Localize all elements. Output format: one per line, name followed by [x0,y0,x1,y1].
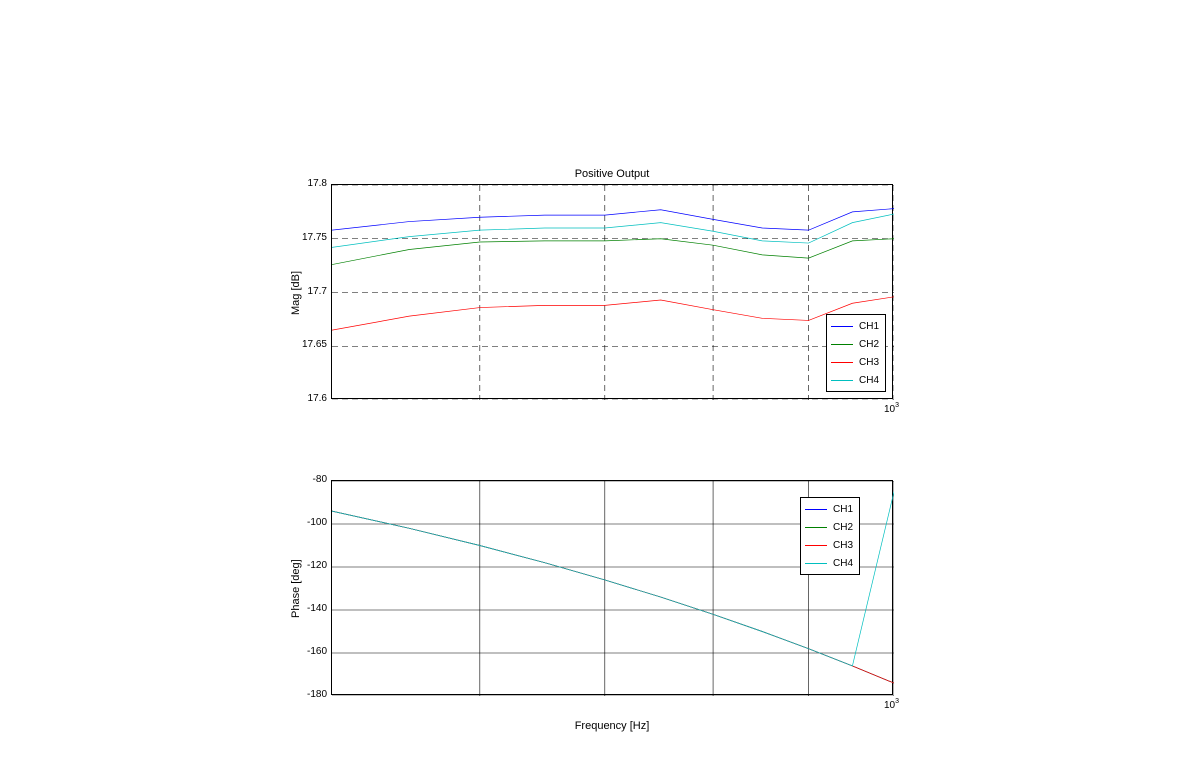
xlabel-text: Frequency [Hz] [575,720,650,732]
legend-item: CH1 [831,317,879,335]
mag-ylabel-text: Mag [dB] [290,271,302,315]
legend-item: CH2 [805,518,853,536]
figure-page: { "meta": { "figure_title": "Positive Ou… [0,0,1190,783]
legend-label: CH3 [833,540,853,551]
legend-item: CH2 [831,335,879,353]
xtick-exp: 3 [895,402,899,409]
figure-title-text: Positive Output [575,168,650,180]
legend-swatch [805,545,827,546]
legend-swatch [805,509,827,510]
ytick-label: -180 [307,689,327,700]
magnitude-svg [332,185,894,400]
mag-legend: CH1 CH2 CH3 CH4 [826,314,886,392]
phase-legend: CH1 CH2 CH3 CH4 [800,497,860,575]
xtick-base2: 10 [884,700,895,711]
ytick-label: 17.8 [308,178,327,189]
legend-swatch [831,380,853,381]
phase-xtick-label: 103 [884,700,899,711]
ytick-label: -80 [313,474,327,485]
legend-label: CH2 [833,522,853,533]
legend-item: CH4 [831,371,879,389]
legend-item: CH3 [805,536,853,554]
ytick-label: -120 [307,560,327,571]
mag-ylabel: Mag [dB] [290,271,302,315]
legend-label: CH4 [833,558,853,569]
xlabel: Frequency [Hz] [331,720,893,732]
legend-label: CH1 [859,321,879,332]
legend-label: CH4 [859,375,879,386]
ytick-label: -160 [307,646,327,657]
legend-item: CH1 [805,500,853,518]
legend-label: CH2 [859,339,879,350]
legend-swatch [805,563,827,564]
xtick-exp2: 3 [895,698,899,705]
xtick-base: 10 [884,404,895,415]
legend-item: CH3 [831,353,879,371]
ytick-label: -140 [307,603,327,614]
legend-item: CH4 [805,554,853,572]
ytick-label: -100 [307,517,327,528]
phase-ylabel-text: Phase [deg] [290,559,302,618]
legend-swatch [831,344,853,345]
legend-swatch [831,362,853,363]
legend-swatch [805,527,827,528]
phase-ylabel: Phase [deg] [290,559,302,618]
magnitude-plot [331,184,893,399]
figure-title: Positive Output [331,168,893,180]
ytick-label: 17.6 [308,393,327,404]
ytick-label: 17.65 [302,339,327,350]
ytick-label: 17.7 [308,286,327,297]
mag-xtick-label: 103 [884,404,899,415]
legend-label: CH1 [833,504,853,515]
ytick-label: 17.75 [302,232,327,243]
legend-swatch [831,326,853,327]
legend-label: CH3 [859,357,879,368]
